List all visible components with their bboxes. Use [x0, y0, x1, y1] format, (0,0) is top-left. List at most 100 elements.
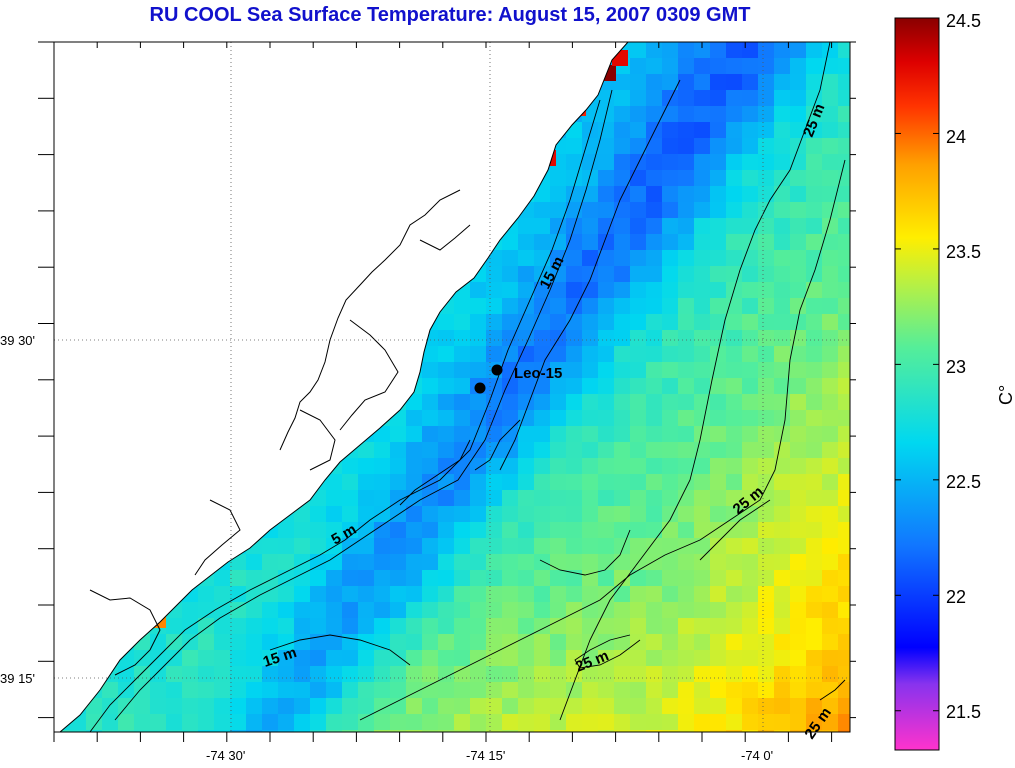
sst-pixel: [822, 618, 838, 634]
sst-pixel: [710, 298, 726, 314]
station-marker: [474, 382, 486, 394]
sst-pixel: [614, 266, 630, 282]
sst-pixel: [742, 666, 758, 682]
sst-pixel: [822, 282, 838, 298]
sst-pixel: [566, 330, 582, 346]
sst-pixel: [534, 506, 550, 522]
sst-pixel: [598, 266, 614, 282]
sst-pixel: [678, 634, 694, 650]
sst-pixel: [550, 506, 566, 522]
sst-pixel: [662, 202, 678, 218]
sst-pixel: [774, 90, 790, 106]
sst-pixel: [726, 490, 742, 506]
sst-pixel: [422, 586, 438, 602]
sst-pixel: [390, 442, 406, 458]
sst-pixel: [822, 730, 838, 732]
sst-pixel: [646, 74, 662, 90]
sst-pixel: [582, 202, 598, 218]
sst-pixel: [822, 378, 838, 394]
sst-pixel: [598, 602, 614, 618]
sst-pixel: [742, 730, 758, 732]
sst-pixel: [838, 714, 850, 730]
sst-pixel: [630, 234, 646, 250]
sst-pixel: [550, 650, 566, 666]
sst-pixel: [166, 682, 182, 698]
sst-pixel: [806, 58, 822, 74]
sst-pixel: [774, 730, 790, 732]
sst-pixel: [694, 666, 710, 682]
sst-pixel: [678, 106, 694, 122]
sst-pixel: [582, 554, 598, 570]
sst-pixel: [678, 90, 694, 106]
sst-pixel: [582, 650, 598, 666]
sst-pixel: [486, 506, 502, 522]
sst-pixel: [390, 506, 406, 522]
sst-pixel: [534, 378, 550, 394]
sst-pixel: [630, 394, 646, 410]
sst-pixel: [550, 586, 566, 602]
sst-pixel: [262, 698, 278, 714]
sst-pixel: [742, 122, 758, 138]
sst-pixel: [774, 378, 790, 394]
sst-pixel: [422, 634, 438, 650]
sst-pixel: [822, 698, 838, 714]
sst-pixel: [614, 522, 630, 538]
sst-pixel: [166, 634, 182, 650]
sst-pixel: [806, 74, 822, 90]
sst-pixel: [518, 554, 534, 570]
sst-pixel: [678, 522, 694, 538]
sst-pixel: [566, 698, 582, 714]
sst-pixel: [294, 666, 310, 682]
sst-pixel: [246, 570, 262, 586]
sst-pixel: [758, 442, 774, 458]
sst-pixel: [582, 346, 598, 362]
sst-pixel: [678, 218, 694, 234]
sst-pixel: [438, 634, 454, 650]
sst-pixel: [550, 394, 566, 410]
sst-pixel: [806, 698, 822, 714]
sst-pixel: [118, 730, 134, 732]
sst-pixel: [598, 154, 614, 170]
sst-pixel: [550, 202, 566, 218]
sst-pixel: [614, 570, 630, 586]
sst-pixel: [646, 570, 662, 586]
sst-pixel: [598, 378, 614, 394]
sst-pixel: [774, 154, 790, 170]
sst-pixel: [150, 634, 166, 650]
sst-pixel: [694, 202, 710, 218]
sst-pixel: [422, 410, 438, 426]
sst-pixel: [662, 490, 678, 506]
sst-pixel: [710, 250, 726, 266]
sst-pixel: [566, 170, 582, 186]
sst-pixel: [342, 650, 358, 666]
sst-pixel: [646, 442, 662, 458]
sst-pixel: [822, 266, 838, 282]
sst-pixel: [806, 602, 822, 618]
colorbar-tick-label: 23: [946, 357, 966, 377]
sst-pixel: [838, 314, 850, 330]
sst-pixel: [774, 122, 790, 138]
sst-pixel: [678, 474, 694, 490]
sst-pixel: [678, 698, 694, 714]
sst-pixel: [630, 618, 646, 634]
sst-pixel: [646, 330, 662, 346]
sst-pixel: [694, 74, 710, 90]
sst-pixel: [678, 586, 694, 602]
sst-pixel: [470, 666, 486, 682]
sst-pixel: [534, 362, 550, 378]
sst-pixel: [422, 394, 438, 410]
sst-pixel: [678, 442, 694, 458]
sst-pixel: [438, 650, 454, 666]
sst-pixel: [454, 330, 470, 346]
sst-pixel: [278, 554, 294, 570]
sst-pixel: [806, 218, 822, 234]
sst-pixel: [518, 682, 534, 698]
sst-pixel: [662, 554, 678, 570]
sst-pixel: [678, 282, 694, 298]
sst-pixel: [262, 682, 278, 698]
sst-pixel: [838, 554, 850, 570]
sst-pixel: [566, 346, 582, 362]
sst-pixel: [790, 266, 806, 282]
sst-pixel: [774, 170, 790, 186]
sst-pixel: [694, 474, 710, 490]
